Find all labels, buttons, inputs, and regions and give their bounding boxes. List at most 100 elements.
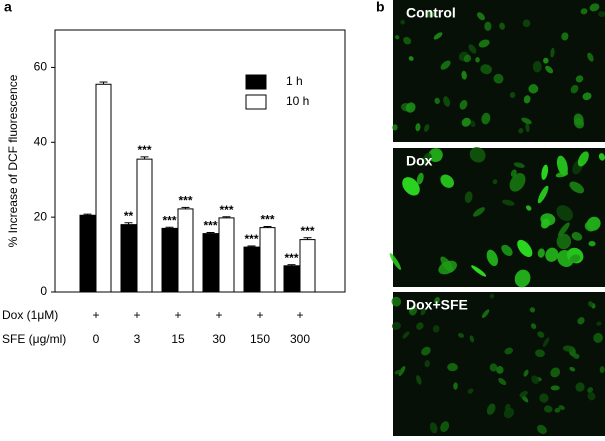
cell (557, 250, 574, 267)
cell (438, 260, 457, 275)
cell (542, 337, 550, 348)
cell (468, 44, 477, 54)
cell (424, 360, 431, 368)
cell (471, 265, 487, 277)
cell (561, 32, 569, 41)
cell (481, 309, 490, 319)
cell (467, 388, 474, 394)
cell (440, 421, 450, 433)
bar (120, 224, 137, 293)
treatment-value: + (174, 308, 181, 322)
cell (537, 424, 547, 435)
cell (569, 181, 585, 194)
cell (480, 64, 492, 75)
image-label: Dox (406, 153, 433, 169)
cell (587, 392, 596, 401)
cell (540, 213, 556, 226)
cell (475, 57, 480, 63)
cell (573, 113, 584, 126)
cell (502, 199, 515, 206)
cell (532, 61, 542, 73)
cell (537, 331, 545, 338)
cell (537, 185, 549, 204)
cell (402, 177, 420, 196)
cell (522, 19, 531, 28)
cell (464, 191, 473, 203)
image-label: Control (406, 5, 456, 21)
cell (398, 365, 406, 377)
cell (461, 70, 467, 80)
cell (486, 403, 496, 415)
legend-swatch (245, 74, 267, 90)
cell (569, 366, 576, 372)
cell (408, 56, 414, 61)
cell (415, 123, 421, 132)
significance-label: *** (244, 232, 258, 246)
bar (283, 265, 300, 293)
cell (593, 332, 603, 343)
cell (424, 124, 430, 132)
cell (429, 422, 438, 434)
cell (492, 179, 498, 185)
cell (481, 112, 491, 125)
bar (161, 227, 178, 293)
cell (394, 369, 402, 375)
cell (453, 382, 458, 390)
cell (577, 317, 585, 325)
y-axis-label: % Increase of DCF fluorescence (6, 74, 20, 247)
cell (521, 117, 532, 125)
cell (550, 385, 560, 391)
cell (518, 128, 524, 134)
cell (543, 57, 549, 64)
cell (461, 117, 471, 127)
significance-label: *** (284, 251, 298, 265)
cell (589, 3, 600, 12)
cell (514, 269, 531, 288)
cell (504, 347, 513, 355)
cell (517, 239, 533, 258)
cell (570, 84, 579, 94)
x-tick-label: 15 (171, 332, 185, 346)
cell (503, 407, 515, 419)
cell (556, 155, 568, 176)
cell (575, 75, 584, 83)
cell (459, 99, 468, 110)
significance-label: *** (203, 219, 217, 233)
cell (541, 164, 549, 180)
cell (539, 393, 549, 403)
cell (555, 171, 569, 178)
cell (409, 306, 415, 313)
cell (550, 367, 561, 378)
y-tick-label: 60 (34, 60, 48, 74)
cell (421, 346, 431, 356)
cell (530, 323, 537, 330)
cell (510, 169, 517, 177)
cell (420, 308, 426, 316)
x-axis-label: SFE (μg/ml) (2, 332, 66, 346)
cell (400, 19, 406, 25)
cell (426, 11, 435, 18)
cell (484, 21, 492, 31)
cell (525, 122, 530, 133)
cell (571, 232, 583, 241)
bar (136, 158, 153, 293)
cell (543, 405, 553, 413)
cell (523, 369, 529, 377)
cell (513, 162, 525, 168)
cell (582, 92, 592, 101)
bar (177, 208, 194, 293)
treatment-value: + (256, 308, 263, 322)
cell (433, 32, 443, 40)
cell (392, 124, 398, 131)
cell (575, 382, 585, 392)
cell (434, 297, 440, 304)
cell (443, 96, 451, 107)
treatment-value: + (296, 308, 303, 322)
bar (299, 239, 316, 293)
cell (537, 248, 545, 258)
cell (554, 407, 561, 413)
y-tick-label: 40 (34, 134, 48, 148)
bar (259, 227, 276, 293)
significance-label: *** (300, 224, 314, 238)
cell (440, 174, 454, 188)
